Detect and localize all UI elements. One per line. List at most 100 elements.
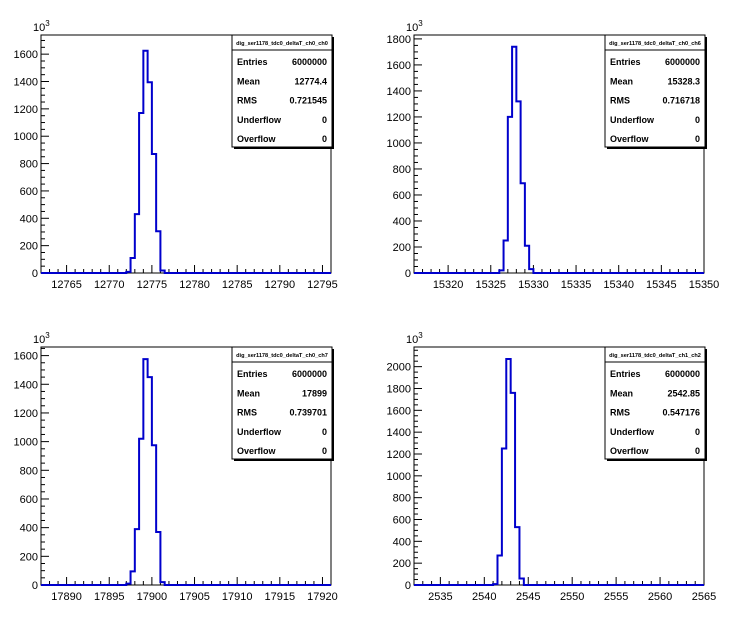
stats-value: 0 (695, 115, 700, 125)
stats-label: Entries (237, 57, 268, 67)
histogram-outline (41, 358, 331, 586)
stats-value: 15328.3 (667, 76, 700, 86)
stats-value: 6000000 (665, 369, 700, 379)
y-tick-label: 200 (393, 242, 411, 254)
histogram-outline (41, 49, 331, 274)
histogram-pad-3: 17890 17895 17900 17905 17910 17915 17920 0 200 4… (0, 330, 373, 625)
y-tick-label: 600 (20, 494, 38, 506)
stats-label: Entries (237, 369, 268, 379)
y-tick-label: 2000 (387, 362, 411, 374)
x-tick-label: 12775 (137, 279, 168, 291)
y-exponent-label: 103 (33, 331, 50, 346)
histogram-2: 15320 15325 15330 15335 15340 15345 15350 0 200 4… (387, 19, 720, 291)
histogram-outline (414, 45, 704, 274)
x-tick-label: 15325 (475, 279, 506, 291)
stats-label: RMS (237, 408, 257, 418)
stats-value: 0 (695, 446, 700, 456)
histogram-3: 17890 17895 17900 17905 17910 17915 17920 0 200 4… (14, 331, 338, 603)
y-tick-label: 400 (20, 213, 38, 225)
y-tick-label: 1400 (14, 379, 38, 391)
stats-label: RMS (610, 96, 630, 106)
x-tick-label: 15340 (603, 279, 634, 291)
stats-value: 0 (322, 134, 327, 144)
y-tick-label: 1600 (387, 60, 411, 72)
stats-value: 0.716718 (662, 96, 700, 106)
histogram-outline (414, 358, 704, 586)
x-tick-label: 15350 (689, 279, 720, 291)
stats-value: 6000000 (292, 369, 327, 379)
x-tick-label: 15345 (646, 279, 677, 291)
stats-label: Underflow (610, 115, 655, 125)
y-tick-label: 1000 (14, 131, 38, 143)
stats-label: Entries (610, 369, 641, 379)
y-tick-label: 0 (32, 580, 38, 592)
x-tick-label: 2560 (648, 591, 672, 603)
x-tick-label: 2550 (560, 591, 584, 603)
x-tick-label: 12770 (94, 279, 125, 291)
y-tick-label: 200 (393, 558, 411, 570)
stats-value: 0.721545 (289, 96, 327, 106)
y-tick-label: 1200 (387, 449, 411, 461)
y-tick-label: 1400 (14, 77, 38, 89)
x-tick-label: 17900 (137, 591, 168, 603)
y-tick-label: 600 (393, 514, 411, 526)
stats-box (604, 346, 706, 460)
y-tick-label: 1000 (387, 138, 411, 150)
y-tick-label: 800 (393, 493, 411, 505)
x-tick-label: 12780 (179, 279, 210, 291)
y-tick-label: 600 (393, 190, 411, 202)
y-tick-label: 600 (20, 186, 38, 198)
histogram-4: 2535 2540 2545 2550 2555 2560 2565 0 200 400 600 80… (387, 331, 717, 603)
stats-box (231, 346, 333, 460)
stats-label: Mean (237, 388, 260, 398)
y-tick-label: 1200 (14, 104, 38, 116)
x-tick-label: 2565 (692, 591, 716, 603)
stats-label: Underflow (237, 115, 282, 125)
x-tick-label: 12765 (51, 279, 82, 291)
y-exponent-label: 103 (406, 331, 423, 346)
stats-box (231, 34, 333, 148)
stats-label: Mean (237, 76, 260, 86)
y-tick-label: 800 (393, 164, 411, 176)
y-tick-label: 800 (20, 465, 38, 477)
stats-title: dig_ser1178_tdc0_deltaT_ch0_ch0 (236, 41, 328, 47)
x-tick-label: 2540 (472, 591, 496, 603)
y-tick-label: 0 (405, 268, 411, 280)
y-tick-label: 1600 (387, 405, 411, 417)
histogram-pad-4: 2535 2540 2545 2550 2555 2560 2565 0 200 400 600 80… (373, 330, 746, 625)
stats-value: 0 (322, 115, 327, 125)
y-exponent-label: 103 (406, 19, 423, 34)
x-tick-label: 12790 (265, 279, 296, 291)
y-tick-label: 1000 (14, 437, 38, 449)
stats-label: Underflow (610, 427, 655, 437)
stats-value: 0 (322, 446, 327, 456)
stats-title: dig_ser1178_tdc0_deltaT_ch1_ch2 (609, 353, 701, 359)
stats-label: Entries (610, 57, 641, 67)
stats-label: Mean (610, 76, 633, 86)
x-tick-label: 17895 (94, 591, 125, 603)
x-tick-label: 12795 (307, 279, 338, 291)
y-tick-label: 0 (405, 580, 411, 592)
stats-title: dig_ser1178_tdc0_deltaT_ch0_ch7 (236, 353, 328, 359)
x-tick-label: 17890 (51, 591, 82, 603)
stats-value: 6000000 (665, 57, 700, 67)
stats-value: 0.547176 (662, 408, 700, 418)
x-tick-label: 17915 (265, 591, 296, 603)
y-tick-label: 1400 (387, 427, 411, 439)
y-tick-label: 400 (393, 536, 411, 548)
stats-box (604, 34, 706, 148)
y-tick-label: 200 (20, 551, 38, 563)
stats-value: 0 (322, 427, 327, 437)
y-tick-label: 1200 (387, 112, 411, 124)
x-tick-label: 15335 (561, 279, 592, 291)
stats-value: 2542.85 (667, 388, 700, 398)
histogram-pad-1: 12765 12770 12775 12780 12785 12790 12795 0 200 4… (0, 18, 373, 313)
stats-value: 17899 (302, 388, 327, 398)
stats-label: Mean (610, 388, 633, 398)
stats-label: Underflow (237, 427, 282, 437)
stats-label: RMS (610, 408, 630, 418)
histogram-1: 12765 12770 12775 12780 12785 12790 12795 0 200 4… (14, 19, 338, 291)
y-tick-label: 200 (20, 241, 38, 253)
y-tick-label: 400 (20, 523, 38, 535)
stats-label: Overflow (237, 134, 277, 144)
